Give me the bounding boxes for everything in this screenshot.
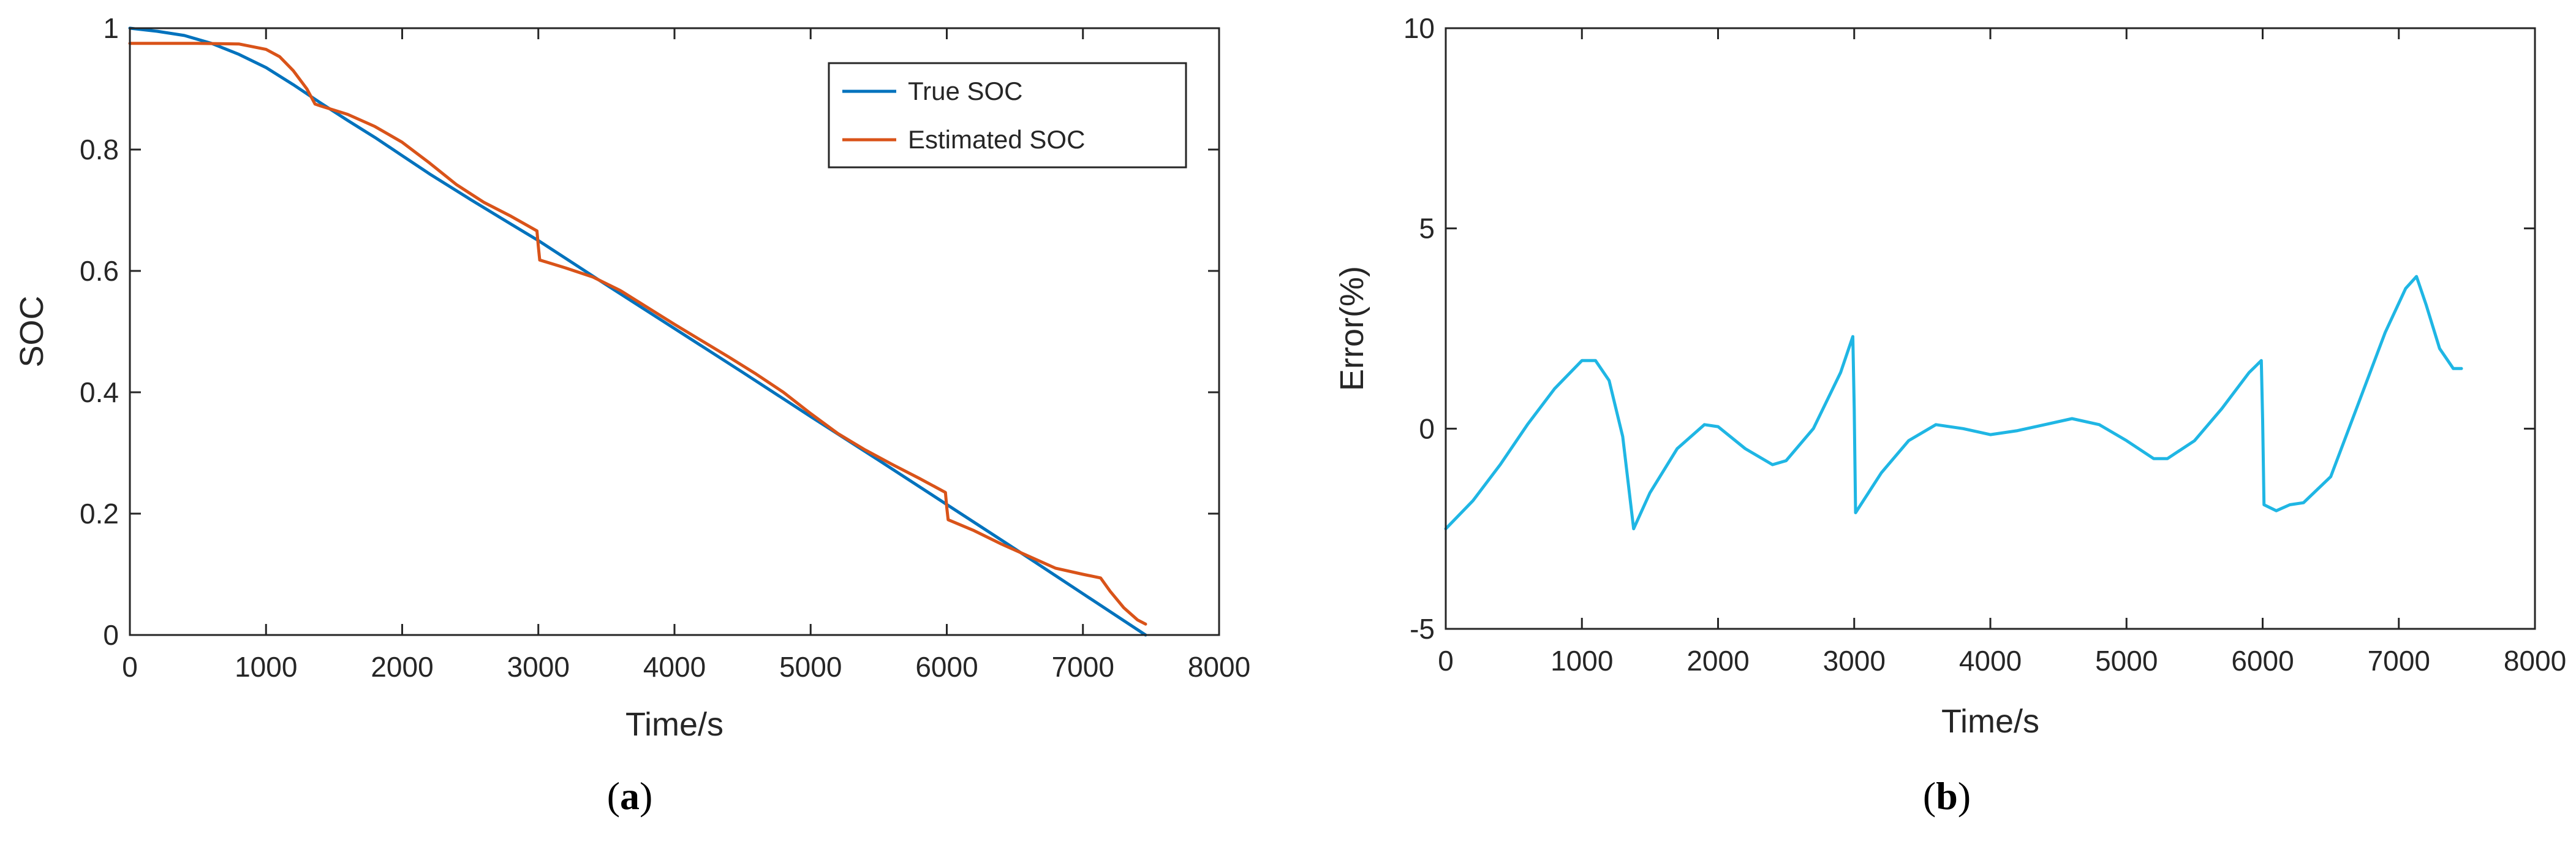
panel-a-ytick-label-3: 0.6: [80, 255, 119, 287]
panel-a-ytick-label-0: 0: [103, 619, 119, 651]
panel-a-xtick-label-1: 1000: [235, 651, 297, 683]
panel-a: 0 1000 2000 3000 4000 5000 6000 7000 8000 0 0.2 0.4…: [13, 12, 1250, 818]
panel-a-xtick-label-5: 5000: [779, 651, 842, 683]
panel-b-ytick-label-2: 5: [1419, 213, 1435, 245]
panel-b-caption: (b): [1923, 774, 1971, 818]
panel-b-xtick-label-4: 4000: [1959, 645, 2022, 677]
legend-label-estimated-soc: Estimated SOC: [908, 125, 1085, 154]
legend-label-true-soc: True SOC: [908, 77, 1022, 105]
panel-a-xtick-label-3: 3000: [507, 651, 570, 683]
panel-a-xtick-label-8: 8000: [1188, 651, 1250, 683]
panel-a-caption: (a): [607, 774, 653, 818]
panel-a-ytick-label-4: 0.8: [80, 134, 119, 165]
panel-a-series-line-true-soc: [128, 26, 1147, 637]
panel-b-ytick-label-1: 0: [1419, 412, 1435, 444]
panel-b-caption-letter: b: [1936, 774, 1958, 818]
panel-a-xlabel: Time/s: [625, 706, 723, 743]
panel-b-xtick-label-5: 5000: [2095, 645, 2158, 677]
legend-box: [828, 62, 1187, 169]
panel-b-series-lines: [1444, 275, 2463, 531]
panel-b-plot-area: [1446, 28, 2535, 629]
panel-b-xtick-label-1: 1000: [1551, 645, 1613, 677]
panel-b: 0 1000 2000 3000 4000 5000 6000 7000 8000-50510 …: [1334, 12, 2566, 818]
panel-a-ytick-label-1: 0.2: [80, 498, 119, 530]
panel-a-series-line-estimated-soc: [128, 42, 1147, 626]
panel-b-ytick-label-0: -5: [1410, 613, 1435, 645]
panel-b-xtick-label-6: 6000: [2231, 645, 2294, 677]
panel-a-caption-letter: a: [620, 774, 640, 818]
panel-a-xtick-label-0: 0: [122, 651, 138, 683]
panel-a-xtick-label-2: 2000: [371, 651, 433, 683]
panel-b-xtick-label-8: 8000: [2504, 645, 2566, 677]
panel-b-ytick-label-3: 10: [1403, 12, 1435, 44]
panel-a-ticks: 0 1000 2000 3000 4000 5000 6000 7000 8000 0 0.2 0.4…: [80, 12, 1250, 683]
panel-b-xtick-label-7: 7000: [2368, 645, 2430, 677]
panel-b-xlabel: Time/s: [1941, 703, 2039, 740]
panel-b-xtick-label-2: 2000: [1686, 645, 1749, 677]
panel-b-ylabel: Error(%): [1334, 266, 1370, 391]
panel-a-xtick-label-6: 6000: [915, 651, 978, 683]
panel-a-ytick-label-5: 1: [103, 12, 119, 44]
panel-a-xtick-label-4: 4000: [643, 651, 706, 683]
panel-a-series-lines: [128, 26, 1147, 637]
panel-a-legend: True SOC Estimated SOC: [828, 62, 1187, 169]
panel-b-xtick-label-3: 3000: [1823, 645, 1886, 677]
panel-a-xtick-label-7: 7000: [1052, 651, 1114, 683]
panel-a-ylabel: SOC: [13, 295, 50, 367]
panel-a-ytick-label-2: 0.4: [80, 376, 119, 408]
panel-b-series-line-error: [1444, 275, 2463, 531]
panel-b-xtick-label-0: 0: [1438, 645, 1454, 677]
